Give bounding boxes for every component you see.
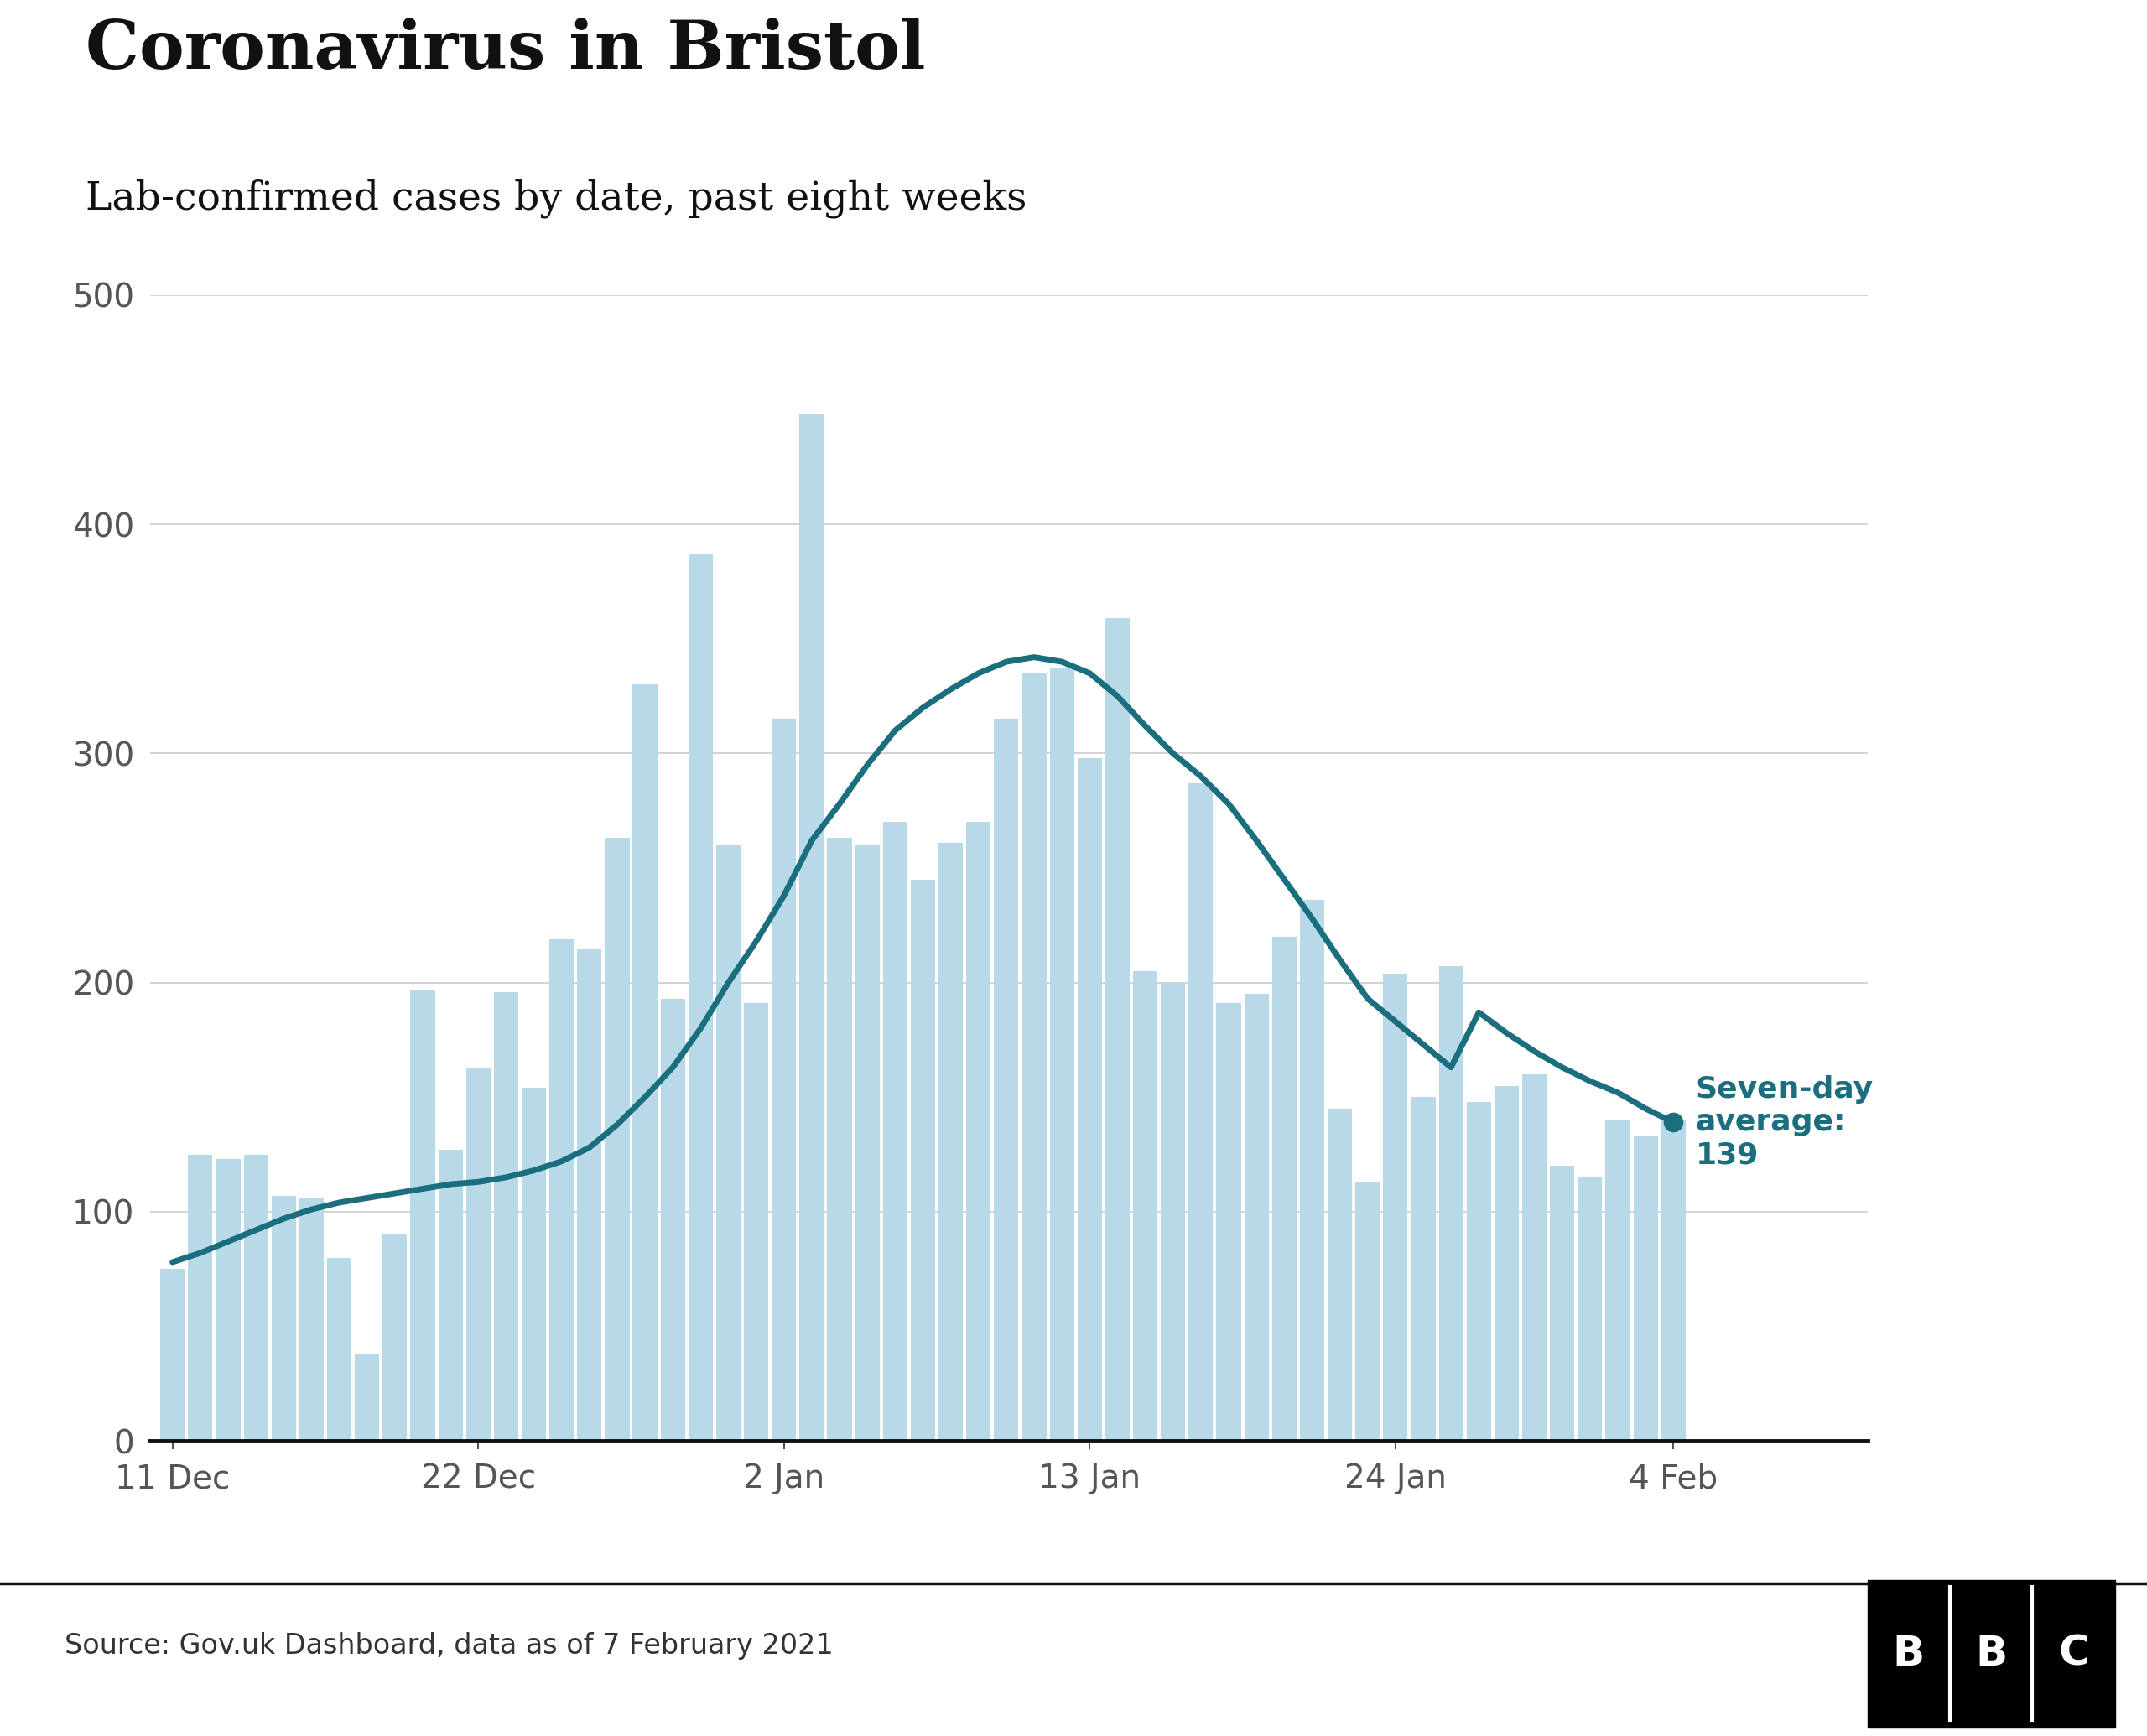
Bar	[1494, 1085, 1518, 1441]
Bar	[994, 719, 1018, 1441]
Bar	[1327, 1109, 1353, 1441]
Bar	[550, 939, 573, 1441]
Bar	[1217, 1003, 1241, 1441]
Text: Lab-confirmed cases by date, past eight weeks: Lab-confirmed cases by date, past eight …	[86, 179, 1026, 217]
Bar	[243, 1154, 268, 1441]
Bar	[1411, 1097, 1436, 1441]
Bar	[1522, 1075, 1546, 1441]
Text: C: C	[2059, 1634, 2089, 1674]
Bar	[717, 845, 741, 1441]
Bar	[1245, 995, 1269, 1441]
Bar	[966, 823, 990, 1441]
Bar	[1606, 1120, 1630, 1441]
Bar	[689, 554, 713, 1441]
Bar	[882, 823, 908, 1441]
Bar	[326, 1257, 352, 1441]
Bar	[1078, 759, 1101, 1441]
Text: B: B	[1894, 1634, 1924, 1674]
Bar	[1022, 674, 1046, 1441]
Bar	[1662, 1120, 1685, 1441]
Bar	[827, 838, 852, 1441]
Bar	[578, 948, 601, 1441]
Bar	[217, 1160, 240, 1441]
Bar	[938, 842, 964, 1441]
Bar	[661, 998, 685, 1441]
Bar	[1106, 618, 1129, 1441]
Bar	[1162, 983, 1185, 1441]
Bar	[1383, 974, 1408, 1441]
Bar	[466, 1068, 490, 1441]
Bar	[1050, 668, 1074, 1441]
Bar	[189, 1154, 213, 1441]
Text: Source: Gov.uk Dashboard, data as of 7 February 2021: Source: Gov.uk Dashboard, data as of 7 F…	[64, 1632, 833, 1660]
Bar	[271, 1196, 296, 1441]
Bar	[1271, 937, 1297, 1441]
Bar	[1438, 967, 1464, 1441]
Text: Coronavirus in Bristol: Coronavirus in Bristol	[86, 17, 925, 83]
Bar	[633, 684, 657, 1441]
Bar	[161, 1269, 185, 1441]
Bar	[1466, 1102, 1490, 1441]
Bar	[354, 1354, 380, 1441]
Bar	[799, 415, 824, 1441]
Bar	[298, 1198, 324, 1441]
Bar	[1550, 1167, 1574, 1441]
Bar	[605, 838, 629, 1441]
Bar	[855, 845, 880, 1441]
Bar	[1299, 899, 1325, 1441]
Bar	[910, 880, 936, 1441]
Bar	[522, 1088, 545, 1441]
Bar	[410, 990, 436, 1441]
Bar	[1578, 1177, 1602, 1441]
Bar	[745, 1003, 769, 1441]
Bar	[438, 1149, 464, 1441]
Bar	[771, 719, 797, 1441]
Bar	[1134, 970, 1157, 1441]
Bar	[1355, 1182, 1381, 1441]
Bar	[1189, 783, 1213, 1441]
Bar	[382, 1234, 408, 1441]
Text: Seven-day
average:
139: Seven-day average: 139	[1696, 1075, 1874, 1170]
Bar	[1634, 1135, 1657, 1441]
Bar	[494, 991, 517, 1441]
Text: B: B	[1975, 1634, 2007, 1674]
